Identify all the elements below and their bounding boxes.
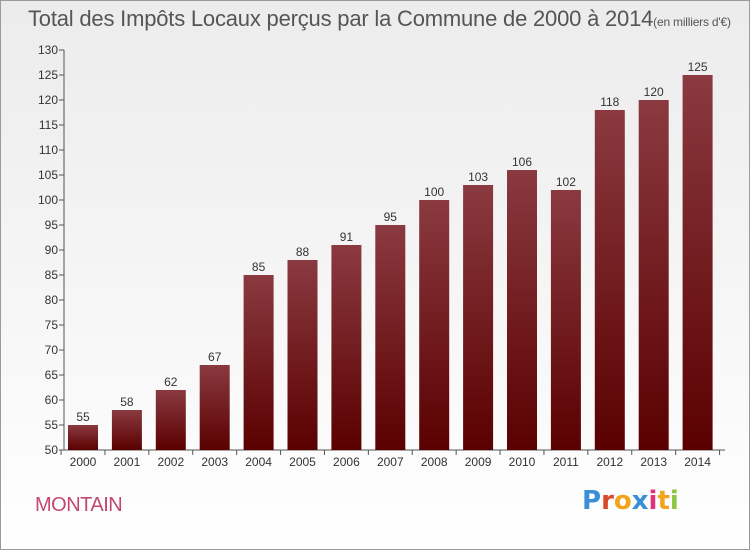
y-tick-label: 85 [45, 268, 59, 282]
bar-value-label: 55 [76, 410, 90, 424]
x-tick-label: 2012 [596, 455, 623, 469]
x-tick-label: 2008 [421, 455, 448, 469]
logo-letter: r [601, 486, 614, 516]
bar [594, 110, 625, 450]
bar [111, 410, 142, 450]
y-tick-label: 120 [38, 93, 58, 107]
logo-letter: i [669, 486, 679, 516]
bar-value-label: 120 [644, 85, 664, 99]
bar-value-label: 95 [384, 210, 398, 224]
bar [682, 75, 713, 450]
y-tick-label: 95 [45, 218, 59, 232]
x-tick-label: 2005 [289, 455, 316, 469]
bar-value-label: 62 [164, 375, 178, 389]
bar-value-label: 58 [120, 395, 134, 409]
logo-letter: o [613, 486, 632, 516]
logo-letter: P [582, 486, 602, 516]
bar [287, 260, 318, 450]
y-tick-label: 90 [45, 243, 59, 257]
bar-value-label: 106 [512, 155, 532, 169]
x-tick-label: 2009 [465, 455, 492, 469]
y-tick-label: 110 [39, 143, 58, 157]
chart-title-unit: (en milliers d'€) [653, 15, 731, 29]
chart-title-main: Total des Impôts Locaux perçus par la Co… [28, 6, 654, 31]
bar [638, 100, 669, 450]
bar [331, 245, 362, 450]
y-tick-label: 100 [38, 193, 58, 207]
bar-value-label: 91 [340, 230, 354, 244]
proxiti-logo[interactable]: Proxiti [582, 486, 679, 516]
bar-value-label: 102 [556, 175, 576, 189]
x-tick-label: 2002 [157, 455, 184, 469]
bar-value-label: 103 [468, 170, 488, 184]
y-tick-label: 80 [45, 293, 59, 307]
y-tick-label: 55 [45, 418, 59, 432]
x-tick-label: 2000 [70, 455, 97, 469]
commune-name: MONTAIN [35, 494, 123, 516]
x-tick-label: 2001 [114, 455, 141, 469]
y-tick-label: 75 [45, 318, 59, 332]
logo-letter: x [631, 486, 649, 516]
y-tick-label: 65 [45, 368, 59, 382]
x-tick-label: 2006 [333, 455, 360, 469]
bar-value-label: 67 [208, 350, 222, 364]
bar [375, 225, 406, 450]
x-tick-label: 2003 [201, 455, 228, 469]
x-tick-label: 2010 [509, 455, 536, 469]
logo-letter: t [657, 486, 670, 516]
x-tick-label: 2004 [245, 455, 272, 469]
y-tick-label: 70 [45, 343, 59, 357]
y-tick-label: 125 [38, 68, 58, 82]
bar [507, 170, 537, 450]
y-tick-label: 115 [39, 118, 58, 132]
y-tick-label: 130 [38, 43, 58, 57]
bar [550, 190, 581, 450]
bar [463, 185, 494, 450]
bar-value-label: 100 [424, 185, 444, 199]
bar-value-label: 118 [600, 95, 619, 109]
x-tick-label: 2011 [553, 455, 579, 469]
y-tick-label: 50 [45, 443, 59, 457]
bar [68, 425, 98, 450]
bar [243, 275, 274, 450]
x-tick-label: 2014 [684, 455, 711, 469]
bar [419, 200, 450, 450]
bar [155, 390, 186, 450]
x-tick-label: 2007 [377, 455, 404, 469]
bars: 55 58 62 67 85 88 91 95 100 103 106 102 118 120 125 [68, 60, 713, 450]
y-tick-label: 105 [38, 168, 58, 182]
bar-value-label: 125 [688, 60, 708, 74]
y-tick-label: 60 [45, 393, 59, 407]
chart-title: Total des Impôts Locaux perçus par la Co… [28, 6, 731, 32]
bar-value-label: 85 [252, 260, 266, 274]
bar [199, 365, 230, 450]
x-tick-label: 2013 [640, 455, 667, 469]
logo-letter: i [648, 486, 658, 516]
bar-value-label: 88 [296, 245, 310, 259]
